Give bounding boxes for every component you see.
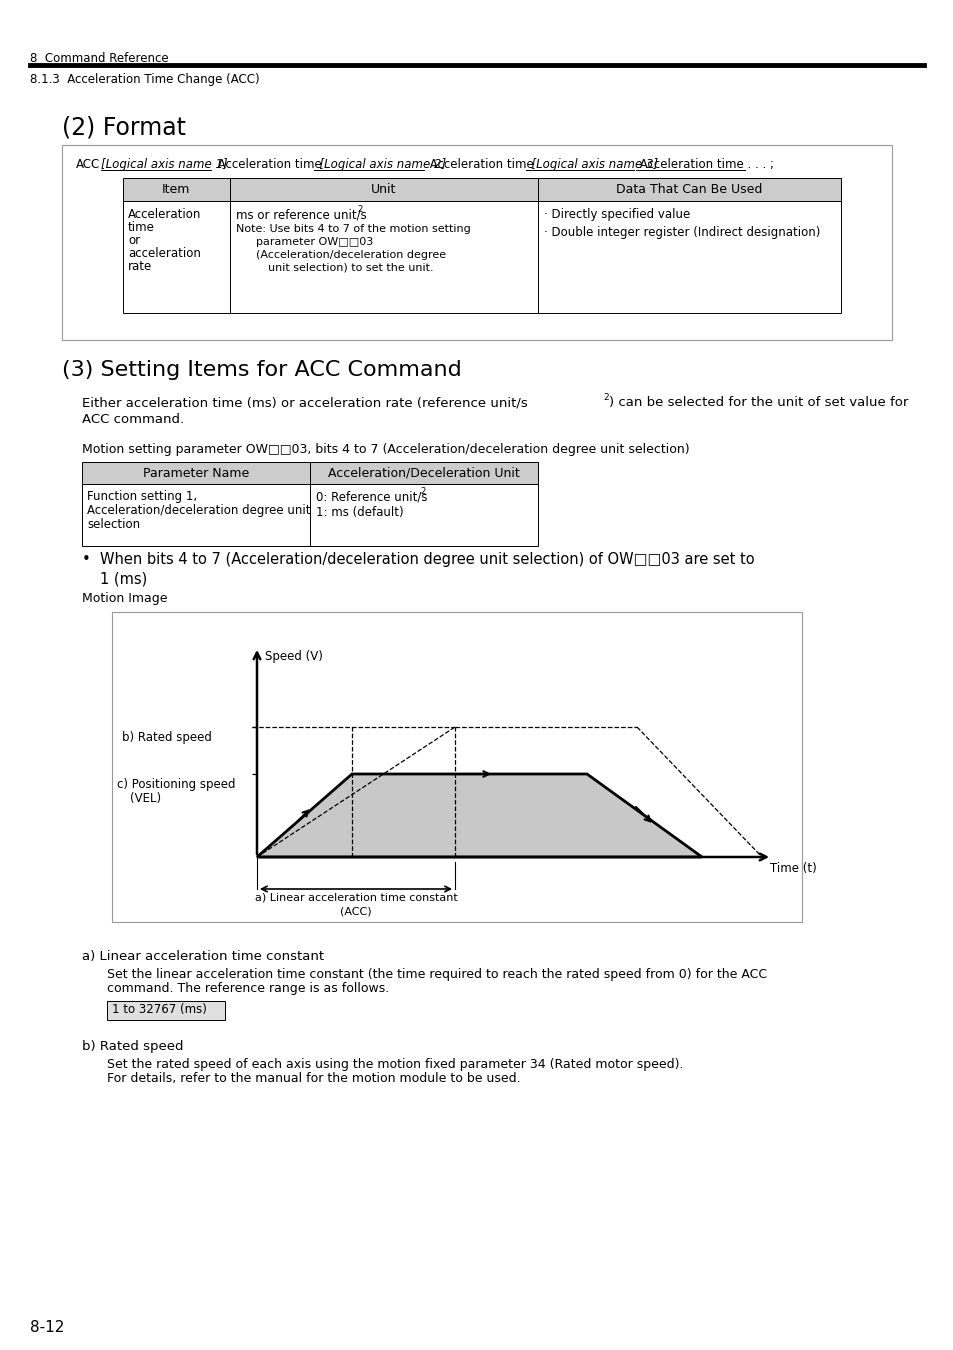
Text: Acceleration time . . . ;: Acceleration time . . . ; xyxy=(636,158,773,171)
Text: 2: 2 xyxy=(602,393,608,402)
Text: Function setting 1,: Function setting 1, xyxy=(87,490,197,504)
Text: ) can be selected for the unit of set value for: ) can be selected for the unit of set va… xyxy=(608,396,907,409)
Text: (3) Setting Items for ACC Command: (3) Setting Items for ACC Command xyxy=(62,360,461,379)
Text: b) Rated speed: b) Rated speed xyxy=(82,1040,183,1053)
Text: Set the rated speed of each axis using the motion fixed parameter 34 (Rated moto: Set the rated speed of each axis using t… xyxy=(107,1058,682,1071)
Text: (Acceleration/deceleration degree: (Acceleration/deceleration degree xyxy=(255,250,446,261)
Polygon shape xyxy=(256,774,701,857)
Text: ms or reference unit/s: ms or reference unit/s xyxy=(235,208,366,221)
Bar xyxy=(123,178,841,201)
Text: Acceleration time: Acceleration time xyxy=(213,158,321,171)
Text: [Logical axis name 1]: [Logical axis name 1] xyxy=(101,158,228,171)
Text: Motion setting parameter OW□□03, bits 4 to 7 (Acceleration/deceleration degree u: Motion setting parameter OW□□03, bits 4 … xyxy=(82,443,689,456)
Text: Parameter Name: Parameter Name xyxy=(143,467,249,481)
Text: •  When bits 4 to 7 (Acceleration/deceleration degree unit selection) of OW□□03 : • When bits 4 to 7 (Acceleration/deceler… xyxy=(82,552,754,567)
Text: 1 (ms): 1 (ms) xyxy=(100,571,147,586)
Bar xyxy=(82,462,537,485)
Text: Acceleration/Deceleration Unit: Acceleration/Deceleration Unit xyxy=(328,467,519,481)
Text: time: time xyxy=(128,221,154,234)
Text: Acceleration/deceleration degree unit: Acceleration/deceleration degree unit xyxy=(87,504,310,517)
Text: or: or xyxy=(128,234,140,247)
Text: 1: ms (default): 1: ms (default) xyxy=(315,506,403,518)
Text: Motion Image: Motion Image xyxy=(82,593,168,605)
Text: selection: selection xyxy=(87,518,140,531)
Text: 1 to 32767 (ms): 1 to 32767 (ms) xyxy=(112,1003,207,1017)
Bar xyxy=(62,144,891,340)
Text: c) Positioning speed: c) Positioning speed xyxy=(117,778,235,791)
Text: a) Linear acceleration time constant: a) Linear acceleration time constant xyxy=(254,892,456,903)
Text: Data That Can Be Used: Data That Can Be Used xyxy=(616,184,761,196)
Text: (ACC): (ACC) xyxy=(340,906,372,917)
Text: rate: rate xyxy=(128,261,152,273)
Text: (VEL): (VEL) xyxy=(130,792,161,805)
Text: b) Rated speed: b) Rated speed xyxy=(122,730,212,744)
Bar xyxy=(82,485,537,545)
Text: 0: Reference unit/s: 0: Reference unit/s xyxy=(315,490,427,504)
Text: · Directly specified value: · Directly specified value xyxy=(543,208,690,221)
Text: (2) Format: (2) Format xyxy=(62,115,186,139)
Text: parameter OW□□03: parameter OW□□03 xyxy=(255,238,373,247)
Text: unit selection) to set the unit.: unit selection) to set the unit. xyxy=(268,263,434,273)
Text: For details, refer to the manual for the motion module to be used.: For details, refer to the manual for the… xyxy=(107,1072,520,1085)
Text: ACC: ACC xyxy=(76,158,100,171)
Text: 8  Command Reference: 8 Command Reference xyxy=(30,53,169,65)
Text: Note: Use bits 4 to 7 of the motion setting: Note: Use bits 4 to 7 of the motion sett… xyxy=(235,224,470,234)
Text: Time (t): Time (t) xyxy=(769,863,816,875)
Text: Acceleration time: Acceleration time xyxy=(426,158,533,171)
Text: command. The reference range is as follows.: command. The reference range is as follo… xyxy=(107,981,389,995)
Text: acceleration: acceleration xyxy=(128,247,201,261)
Text: Acceleration: Acceleration xyxy=(128,208,201,221)
Bar xyxy=(112,612,801,922)
Text: [Logical axis name 2]: [Logical axis name 2] xyxy=(312,158,446,171)
Text: Speed (V): Speed (V) xyxy=(265,649,322,663)
Bar xyxy=(107,1000,225,1021)
Text: 2: 2 xyxy=(356,205,362,215)
Text: 8-12: 8-12 xyxy=(30,1320,64,1335)
Text: Item: Item xyxy=(162,184,190,196)
Text: Either acceleration time (ms) or acceleration rate (reference unit/s: Either acceleration time (ms) or acceler… xyxy=(82,396,527,409)
Text: Unit: Unit xyxy=(371,184,396,196)
Text: · Double integer register (Indirect designation): · Double integer register (Indirect desi… xyxy=(543,225,820,239)
Text: [Logical axis name 3]: [Logical axis name 3] xyxy=(523,158,658,171)
Text: Set the linear acceleration time constant (the time required to reach the rated : Set the linear acceleration time constan… xyxy=(107,968,766,981)
Text: 2: 2 xyxy=(419,487,425,495)
Text: ACC command.: ACC command. xyxy=(82,413,184,427)
Text: 8.1.3  Acceleration Time Change (ACC): 8.1.3 Acceleration Time Change (ACC) xyxy=(30,73,259,86)
Bar xyxy=(123,201,841,313)
Text: a) Linear acceleration time constant: a) Linear acceleration time constant xyxy=(82,950,324,963)
